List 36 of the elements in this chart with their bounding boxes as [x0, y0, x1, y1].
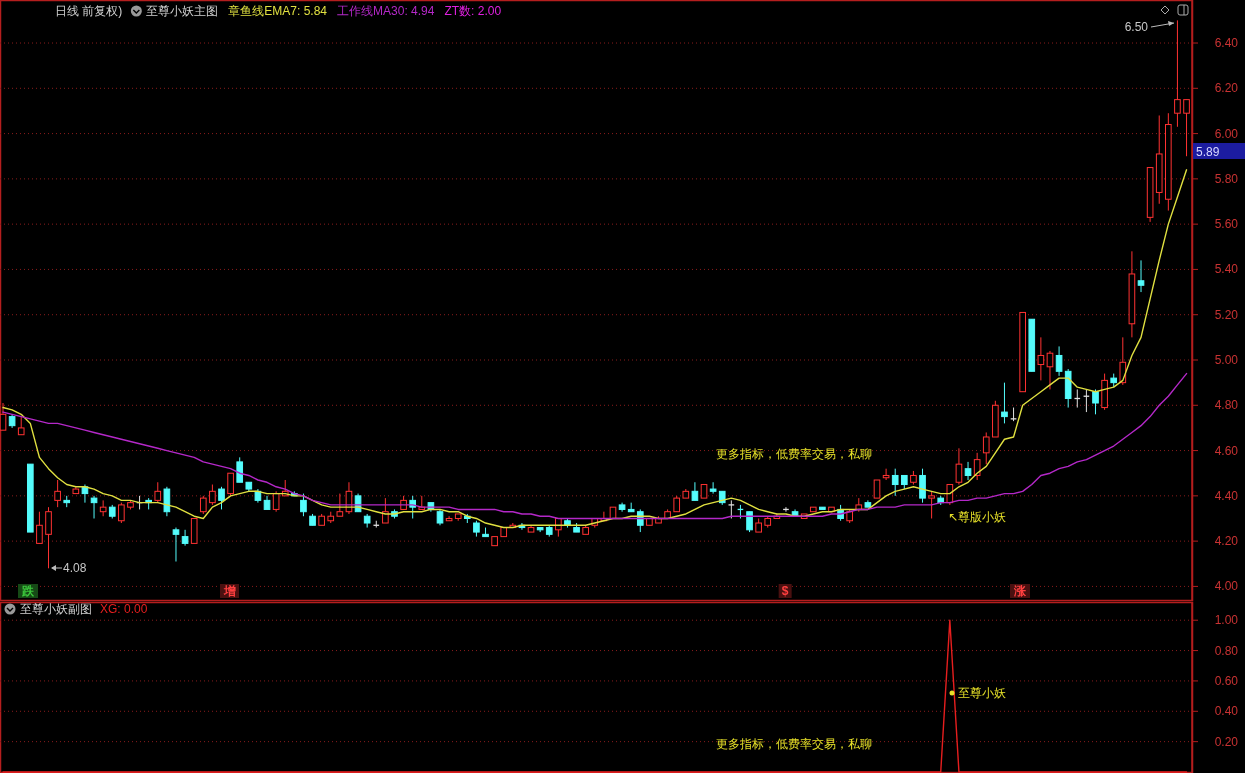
annotation: 6.50: [1124, 20, 1149, 34]
y-tick-label: 5.80: [1214, 171, 1239, 186]
annotation: 至尊小妖: [958, 686, 1006, 700]
chart-title: 日线 前复权): [55, 4, 123, 18]
y-tick-label: 6.20: [1214, 81, 1239, 96]
y-tick-label: 5.60: [1214, 217, 1239, 232]
annotation: 更多指标，低费率交易，私聊: [716, 447, 872, 461]
y-tick-label: 5.00: [1214, 353, 1239, 367]
y-tick-label: 1.00: [1214, 613, 1239, 628]
chart-subtitle: 至尊小妖主图: [146, 4, 219, 18]
annotation: 涨: [1013, 584, 1027, 598]
y-tick-label: 4.00: [1214, 579, 1239, 594]
annotation: 跌: [21, 584, 35, 598]
y-tick-label: 0.40: [1214, 704, 1239, 719]
text: 5.89: [1196, 145, 1220, 159]
y-tick-label: 4.80: [1214, 398, 1239, 413]
text: 章鱼线EMA7: 5.84: [228, 4, 328, 18]
y-tick-label: 6.00: [1214, 126, 1239, 141]
annotation: $: [781, 584, 789, 598]
text: XG: 0.00: [100, 602, 148, 616]
y-tick-label: 4.60: [1214, 443, 1239, 458]
y-tick-label: 5.20: [1214, 307, 1239, 322]
annotation: 4.08: [63, 561, 87, 575]
chart-title: 至尊小妖副图: [20, 602, 92, 616]
annotation: 增: [223, 584, 236, 598]
annotation: 更多指标，低费率交易，私聊: [716, 737, 872, 751]
text: 工作线MA30: 4.94: [337, 4, 435, 18]
y-tick-label: 0.80: [1214, 643, 1239, 658]
y-tick-label: 5.40: [1214, 262, 1239, 277]
annotation: ZT数: 2.00: [444, 4, 502, 18]
y-tick-label: 4.20: [1214, 534, 1239, 549]
y-tick-label: 0.60: [1214, 673, 1239, 688]
y-tick-label: 0.20: [1214, 734, 1239, 749]
y-tick-label: 4.40: [1214, 488, 1239, 503]
annotation: ↖尊版小妖: [948, 510, 1007, 524]
y-tick-label: 6.40: [1214, 36, 1239, 51]
